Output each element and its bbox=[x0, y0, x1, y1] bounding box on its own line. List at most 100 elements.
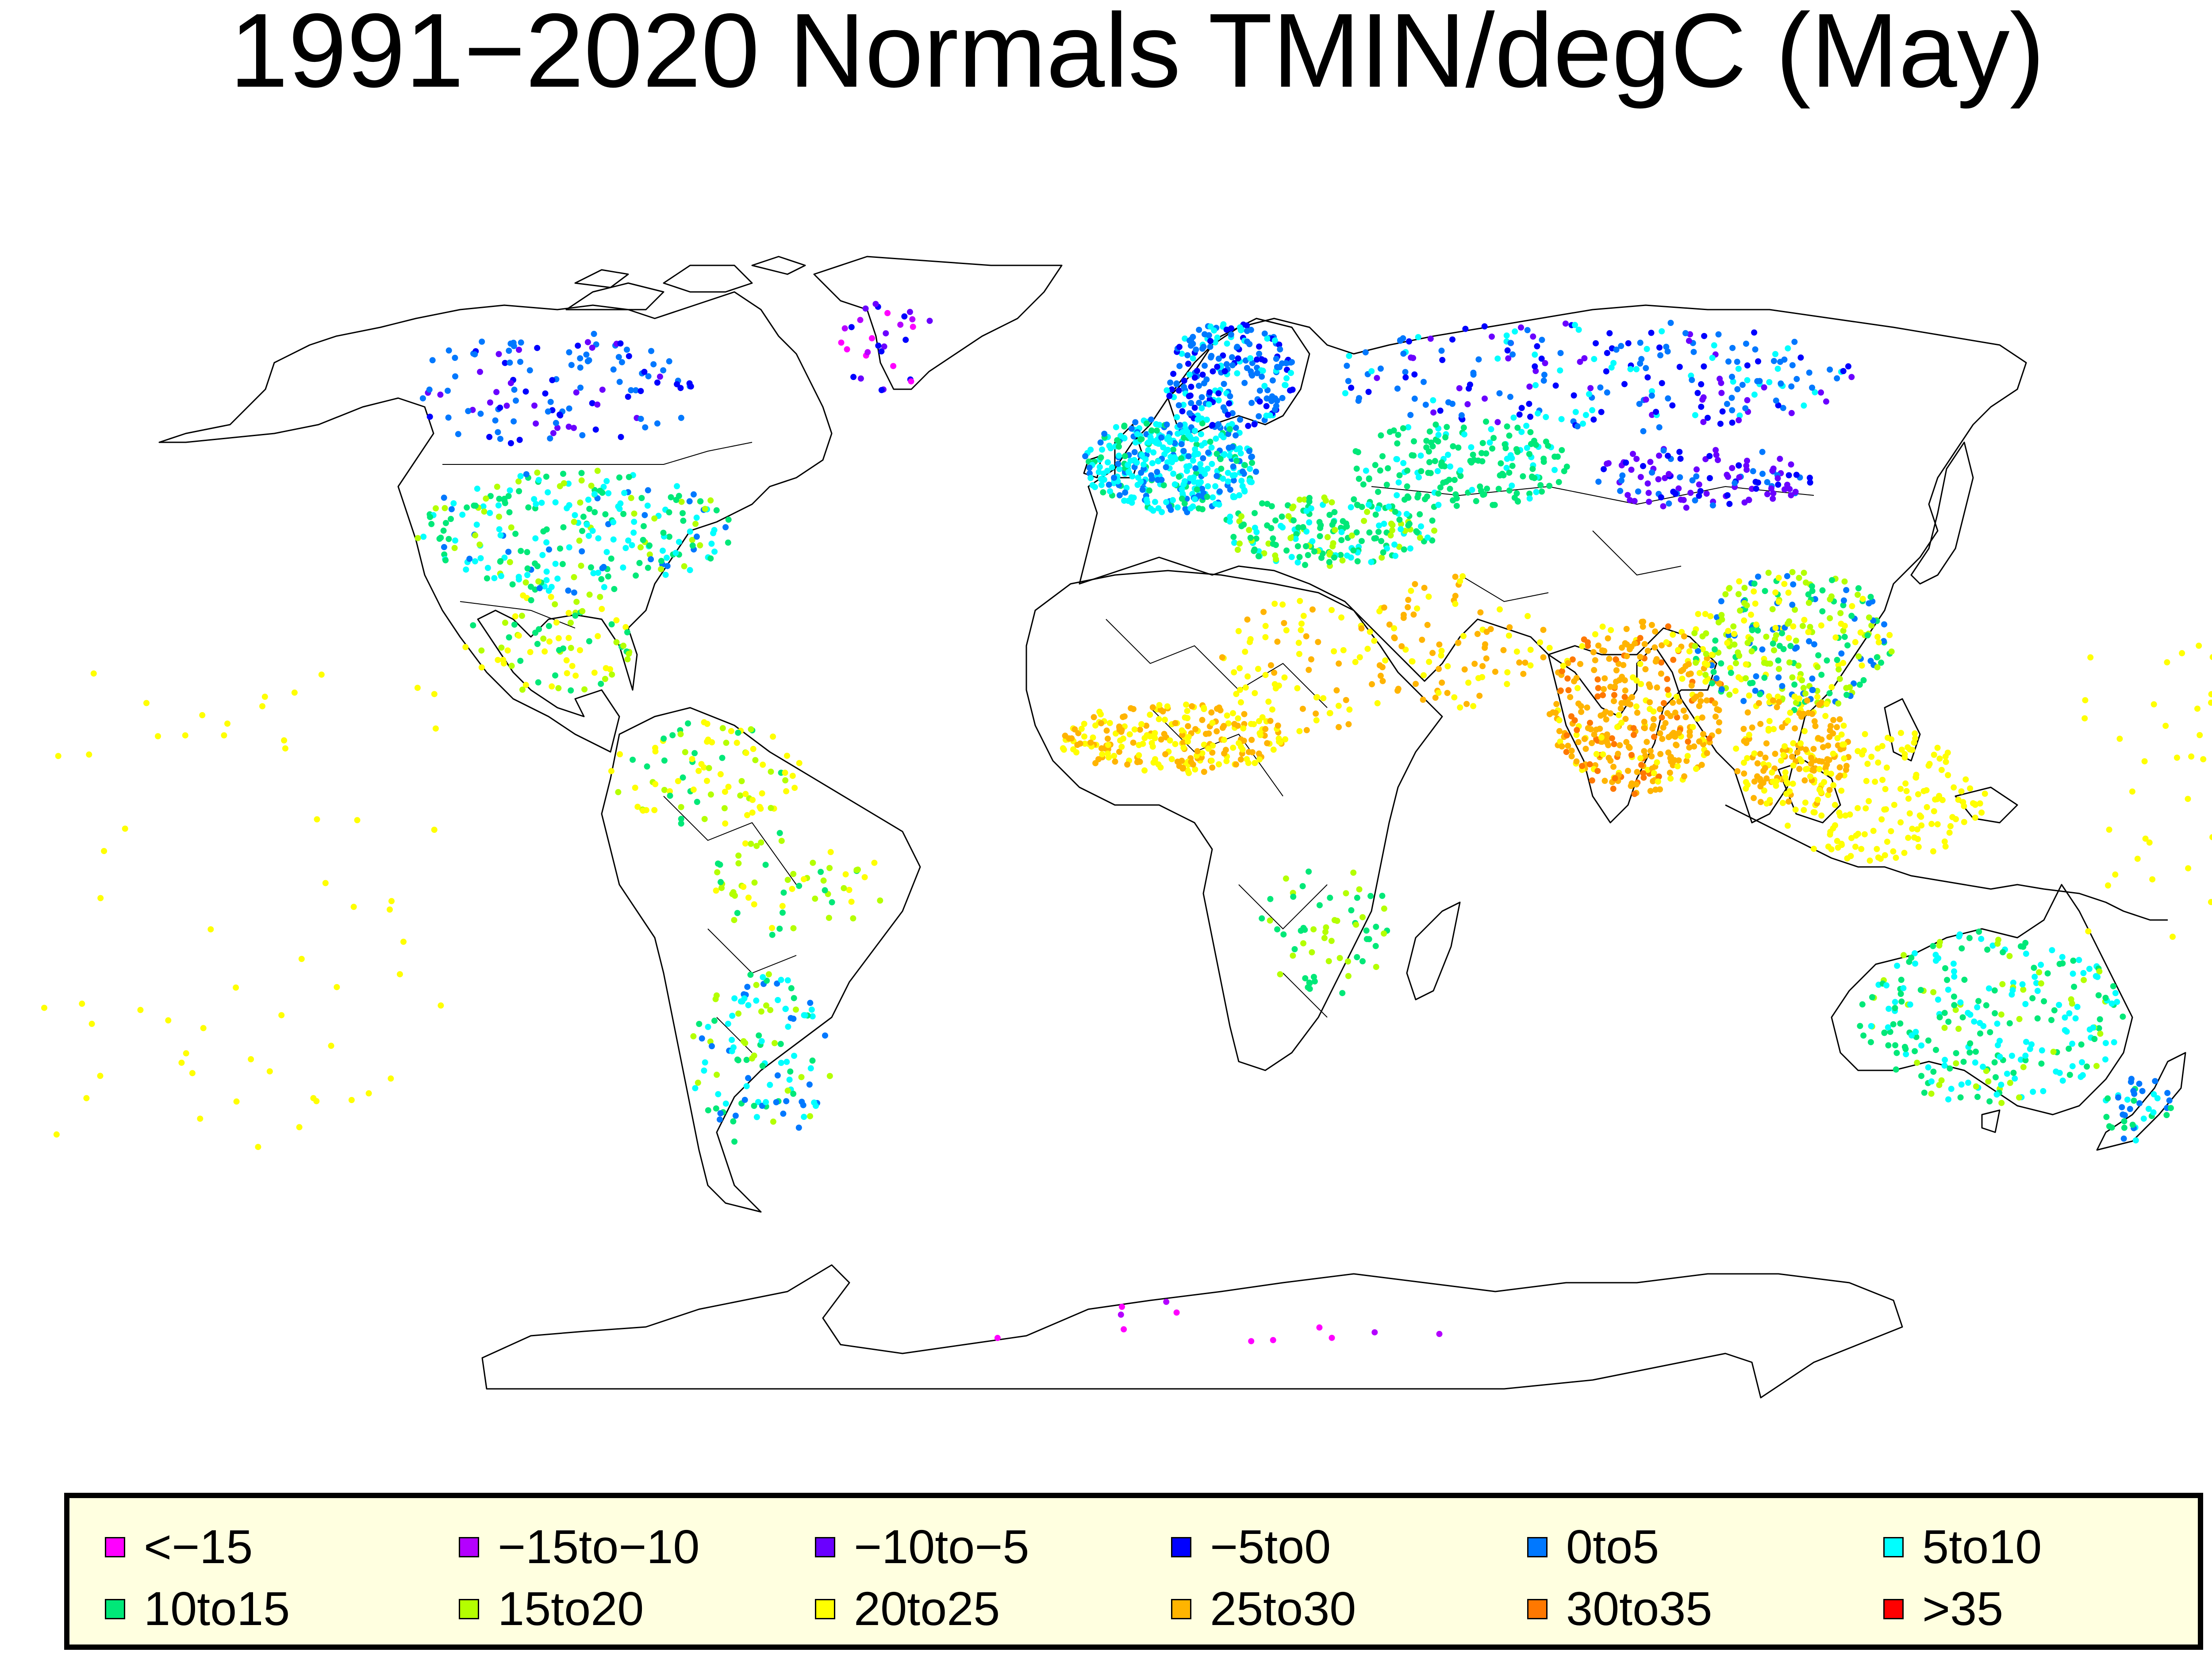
station-dot bbox=[1436, 641, 1443, 648]
station-dot bbox=[1997, 1038, 2003, 1044]
station-dot bbox=[1735, 365, 1742, 372]
station-dot bbox=[1105, 742, 1111, 748]
station-dot bbox=[1261, 330, 1268, 337]
station-dot bbox=[1315, 639, 1321, 645]
station-dot bbox=[1759, 448, 1766, 455]
station-dot bbox=[751, 901, 757, 908]
station-dot bbox=[1806, 475, 1813, 481]
station-dot bbox=[1396, 544, 1402, 550]
station-dot bbox=[763, 1002, 769, 1009]
station-dot bbox=[1264, 522, 1271, 529]
station-dot bbox=[677, 731, 684, 737]
station-dot bbox=[1097, 439, 1104, 446]
station-dot bbox=[1406, 521, 1413, 527]
station-dot bbox=[1778, 380, 1784, 387]
station-dot bbox=[573, 389, 580, 396]
station-dot bbox=[1645, 490, 1652, 496]
station-dot bbox=[1248, 399, 1255, 406]
station-dot bbox=[722, 820, 729, 827]
station-dot bbox=[2128, 1076, 2135, 1082]
station-dot bbox=[1489, 445, 1496, 452]
station-dot bbox=[1397, 337, 1404, 344]
station-dot bbox=[1265, 540, 1272, 547]
station-dot bbox=[1543, 414, 1549, 420]
station-dot bbox=[1657, 730, 1663, 736]
station-dot bbox=[1402, 369, 1409, 376]
station-dot bbox=[1221, 750, 1228, 757]
station-dot bbox=[2079, 1072, 2086, 1078]
station-dot bbox=[2124, 1096, 2131, 1103]
station-dot bbox=[624, 629, 630, 636]
station-dot bbox=[1838, 731, 1845, 738]
station-dot bbox=[1290, 893, 1297, 900]
station-dot bbox=[1786, 635, 1792, 641]
station-dot bbox=[1694, 716, 1701, 722]
station-dot bbox=[1690, 724, 1696, 730]
station-dot bbox=[1784, 482, 1790, 488]
station-dot bbox=[1883, 764, 1890, 771]
station-dot bbox=[1106, 481, 1112, 488]
station-dot bbox=[631, 518, 637, 525]
station-dot bbox=[1366, 529, 1373, 536]
station-dot bbox=[1167, 506, 1174, 513]
station-dot bbox=[1447, 463, 1453, 470]
station-dot bbox=[1534, 343, 1540, 349]
station-dot bbox=[1789, 674, 1796, 681]
station-dot bbox=[1801, 617, 1808, 623]
station-dot bbox=[1600, 751, 1606, 758]
station-dot bbox=[586, 591, 593, 598]
station-dot bbox=[496, 495, 503, 502]
station-dot bbox=[97, 1073, 104, 1079]
station-dot bbox=[501, 554, 508, 561]
station-dot bbox=[1980, 1023, 1987, 1029]
station-dot bbox=[310, 1095, 317, 1101]
station-dot bbox=[1676, 448, 1683, 455]
station-dot bbox=[1139, 487, 1146, 493]
station-dot bbox=[1786, 472, 1792, 479]
station-dot bbox=[791, 1053, 797, 1059]
station-dot bbox=[680, 518, 687, 524]
station-dot bbox=[1942, 1057, 1948, 1063]
station-dot bbox=[2038, 962, 2044, 968]
station-dot bbox=[1734, 386, 1741, 392]
station-dot bbox=[1327, 894, 1333, 901]
station-dot bbox=[1198, 468, 1205, 475]
station-dot bbox=[550, 430, 557, 437]
station-dot bbox=[1190, 503, 1196, 510]
station-dot bbox=[1695, 611, 1701, 617]
station-dot bbox=[826, 915, 832, 921]
station-dot bbox=[584, 521, 590, 528]
station-dot bbox=[1251, 548, 1257, 554]
station-dot bbox=[1207, 438, 1214, 445]
station-dot bbox=[2120, 1013, 2126, 1020]
station-dot bbox=[734, 1056, 741, 1063]
station-dot bbox=[1994, 1020, 2001, 1027]
station-dot bbox=[2170, 933, 2176, 940]
station-dot bbox=[1457, 704, 1463, 711]
station-dot bbox=[626, 474, 632, 480]
station-dot bbox=[784, 1087, 791, 1094]
station-dot bbox=[465, 408, 472, 414]
station-dot bbox=[565, 423, 572, 430]
station-dot bbox=[1827, 366, 1833, 373]
station-dot bbox=[1288, 370, 1294, 376]
station-dot bbox=[1612, 683, 1618, 690]
station-dot bbox=[594, 401, 601, 408]
station-dot bbox=[1424, 621, 1431, 628]
station-dot bbox=[1256, 750, 1262, 757]
station-dot bbox=[1196, 383, 1202, 389]
station-dot bbox=[690, 1033, 697, 1039]
station-dot bbox=[1148, 740, 1155, 746]
station-dot bbox=[1840, 597, 1847, 604]
station-dot bbox=[1818, 789, 1824, 796]
station-dot bbox=[682, 749, 688, 755]
station-dot bbox=[2023, 1039, 2029, 1045]
station-dot bbox=[1786, 788, 1793, 794]
station-dot bbox=[1827, 615, 1833, 621]
station-dot bbox=[1843, 685, 1850, 691]
station-dot bbox=[644, 763, 650, 770]
station-dot bbox=[1227, 393, 1233, 399]
station-dot bbox=[1199, 372, 1206, 378]
station-dot bbox=[695, 767, 702, 774]
station-dot bbox=[1779, 724, 1786, 731]
